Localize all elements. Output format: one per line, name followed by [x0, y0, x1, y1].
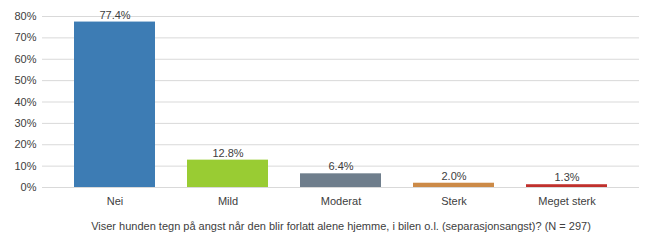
svg-text:Viser hunden tegn på angst når: Viser hunden tegn på angst når den blir …	[91, 220, 591, 232]
svg-text:Nei: Nei	[107, 195, 124, 207]
svg-text:30%: 30%	[14, 117, 36, 129]
svg-text:50%: 50%	[14, 74, 36, 86]
svg-text:Meget sterk: Meget sterk	[538, 195, 596, 207]
svg-text:80%: 80%	[14, 10, 36, 22]
svg-text:77.4%: 77.4%	[99, 9, 130, 21]
svg-text:70%: 70%	[14, 31, 36, 43]
svg-text:10%: 10%	[14, 160, 36, 172]
svg-text:6.4%: 6.4%	[328, 160, 353, 172]
svg-text:1.3%: 1.3%	[554, 171, 579, 183]
svg-text:20%: 20%	[14, 138, 36, 150]
svg-text:Moderat: Moderat	[321, 195, 361, 207]
svg-text:40%: 40%	[14, 96, 36, 108]
svg-text:Mild: Mild	[218, 195, 238, 207]
svg-text:60%: 60%	[14, 53, 36, 65]
svg-text:Sterk: Sterk	[441, 195, 467, 207]
svg-text:12.8%: 12.8%	[212, 147, 243, 159]
svg-text:0%: 0%	[21, 181, 37, 193]
svg-text:2.0%: 2.0%	[441, 170, 466, 182]
